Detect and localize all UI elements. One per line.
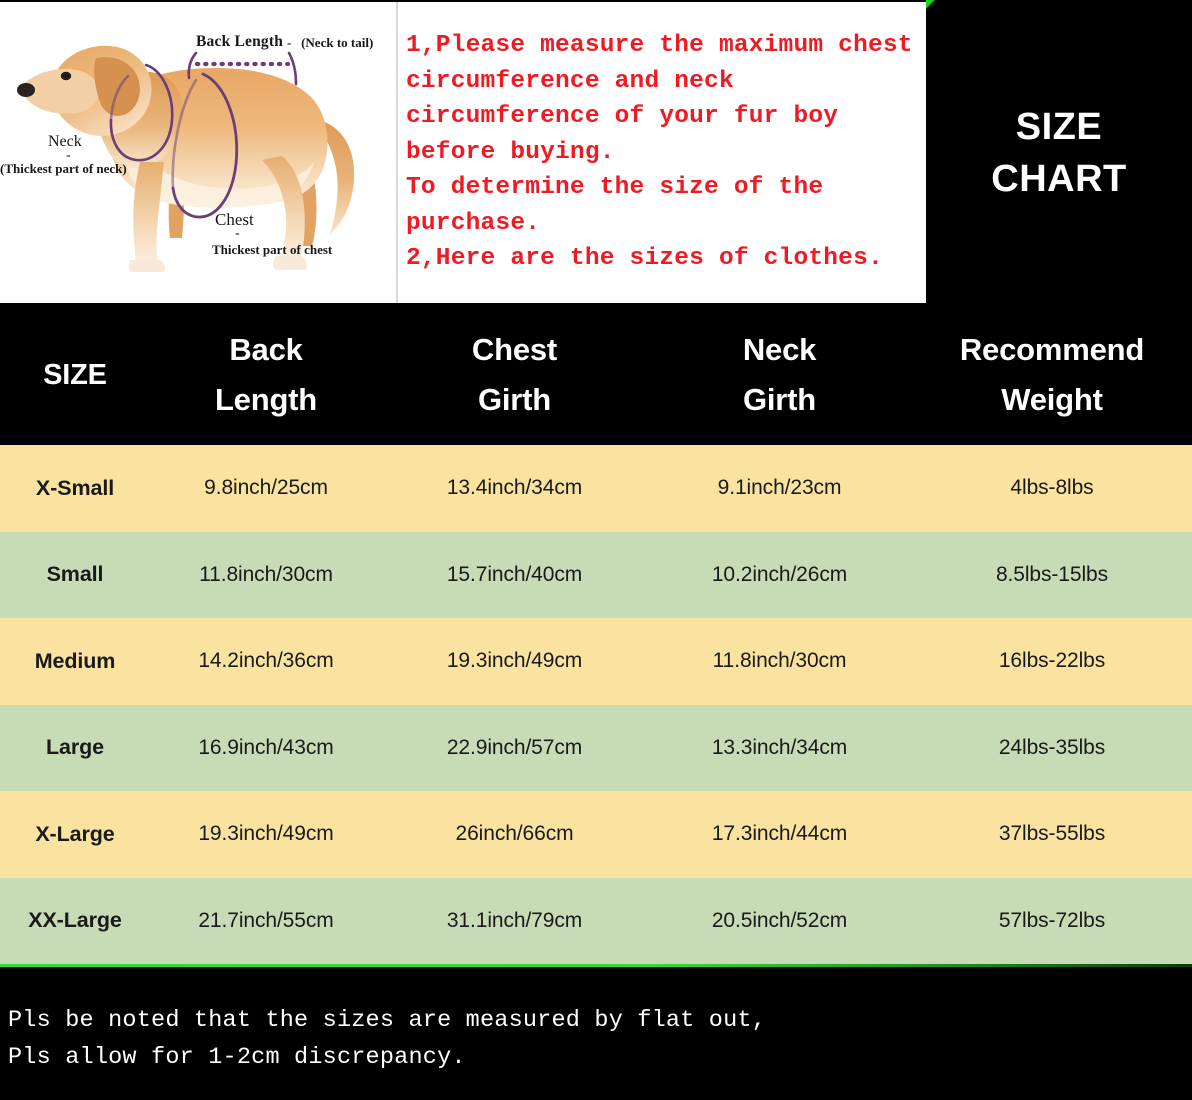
cell-back-length: 21.7inch/55cm xyxy=(198,908,334,932)
cell-neck-girth: 9.1inch/23cm xyxy=(717,476,842,500)
back-length-note: (Neck to tail) xyxy=(301,35,374,50)
column-header-size: SIZE xyxy=(43,359,107,391)
table-row: Medium 14.2inch/36cm 19.3inch/49cm 11.8i… xyxy=(0,618,1192,705)
cell-back-length: 9.8inch/25cm xyxy=(204,476,328,500)
column-header-chest-girth: Chest Girth xyxy=(471,332,558,417)
dog-measurement-diagram: Back Length - (Neck to tail) Neck - (Thi… xyxy=(0,2,396,303)
footer-note-panel: Pls be noted that the sizes are measured… xyxy=(0,964,1192,1100)
chest-dash: - xyxy=(235,226,240,241)
chest-label: Chest xyxy=(215,210,254,229)
cell-size: XX-Large xyxy=(28,908,122,933)
dog-front-paw xyxy=(128,260,165,272)
column-header-neck-girth: Neck Girth xyxy=(742,332,817,417)
top-band: Back Length - (Neck to tail) Neck - (Thi… xyxy=(0,0,1192,305)
back-length-tick-right xyxy=(287,51,298,86)
footer-note-text: Pls be noted that the sizes are measured… xyxy=(8,1007,767,1071)
green-artifact-corner xyxy=(926,0,935,9)
cell-recommend-weight: 24lbs-35lbs xyxy=(998,735,1106,759)
cell-chest-girth: 13.4inch/34cm xyxy=(446,476,583,500)
table-row: Small 11.8inch/30cm 15.7inch/40cm 10.2in… xyxy=(0,531,1192,618)
cell-size: X-Large xyxy=(35,821,115,846)
cell-chest-girth: 26inch/66cm xyxy=(455,822,574,846)
cell-recommend-weight: 8.5lbs-15lbs xyxy=(995,562,1109,586)
page-title: SIZE CHART xyxy=(926,101,1192,205)
dog-illustration-svg xyxy=(17,45,355,272)
cell-neck-girth: 17.3inch/44cm xyxy=(711,822,848,846)
size-chart-table: SIZE Back Length Chest Girth Neck Girth Rec… xyxy=(0,305,1192,964)
neck-girth-ellipse-back xyxy=(109,74,130,122)
dog-front-leg xyxy=(133,162,164,264)
cell-recommend-weight: 16lbs-22lbs xyxy=(998,649,1106,673)
cell-size: Large xyxy=(45,735,105,760)
column-header-recommend-weight: Recommend Weight xyxy=(959,332,1145,417)
column-header-back-length: Back Length xyxy=(214,332,318,417)
cell-back-length: 11.8inch/30cm xyxy=(199,562,333,586)
cell-back-length: 19.3inch/49cm xyxy=(198,822,334,846)
size-chart-title-panel: SIZE CHART xyxy=(926,0,1192,305)
table-row: Large 16.9inch/43cm 22.9inch/57cm 13.3in… xyxy=(0,704,1192,791)
instructions-panel: 1,Please measure the maximum chest circu… xyxy=(396,2,926,303)
chest-girth-ellipse xyxy=(171,72,239,219)
neck-sublabel: (Thickest part of neck) xyxy=(0,161,127,176)
cell-recommend-weight: 37lbs-55lbs xyxy=(998,822,1106,846)
dog-tail xyxy=(314,120,355,234)
table-row: X-Small 9.8inch/25cm 13.4inch/34cm 9.1in… xyxy=(0,445,1192,532)
cell-chest-girth: 31.1inch/79cm xyxy=(446,908,583,932)
dog-hind-leg xyxy=(262,156,305,260)
dog-hind-paw xyxy=(273,256,307,270)
cell-neck-girth: 13.3inch/34cm xyxy=(711,735,848,759)
page-title-line1: SIZE xyxy=(1015,106,1103,148)
cell-chest-girth: 22.9inch/57cm xyxy=(446,735,583,759)
cell-size: X-Small xyxy=(35,475,115,500)
dog-eye xyxy=(60,71,72,81)
cell-recommend-weight: 57lbs-72lbs xyxy=(998,908,1106,932)
back-length-sublabel: - (Neck to tail) xyxy=(287,35,373,51)
table-header-row: SIZE Back Length Chest Girth Neck Girth Rec… xyxy=(0,305,1192,445)
table-row: X-Large 19.3inch/49cm 26inch/66cm 17.3in… xyxy=(0,791,1192,878)
cell-neck-girth: 11.8inch/30cm xyxy=(712,649,847,673)
chest-sublabel: Thickest part of chest xyxy=(212,242,333,257)
cell-chest-girth: 15.7inch/40cm xyxy=(446,562,583,586)
neck-label: Neck xyxy=(48,133,82,150)
cell-size: Medium xyxy=(34,648,116,673)
cell-size: Small xyxy=(46,562,104,587)
chest-girth-ellipse-back xyxy=(171,78,198,190)
page-title-line2: CHART xyxy=(991,158,1127,200)
dog-nose xyxy=(17,83,35,97)
neck-girth-ellipse xyxy=(109,63,174,162)
cell-neck-girth: 20.5inch/52cm xyxy=(711,908,848,932)
cell-chest-girth: 19.3inch/49cm xyxy=(446,649,583,673)
instructions-text: 1,Please measure the maximum chest circu… xyxy=(406,32,913,272)
cell-back-length: 14.2inch/36cm xyxy=(198,649,334,673)
back-length-tick-left xyxy=(187,51,198,80)
dog-ear xyxy=(94,56,140,116)
table-row: XX-Large 21.7inch/55cm 31.1inch/79cm 20.… xyxy=(0,877,1192,964)
green-divider-line xyxy=(0,964,1192,967)
dog-muzzle xyxy=(22,68,99,114)
neck-dash: - xyxy=(66,148,71,163)
cell-recommend-weight: 4lbs-8lbs xyxy=(1010,476,1094,500)
cell-neck-girth: 10.2inch/26cm xyxy=(711,562,848,586)
back-length-dash: - xyxy=(287,35,292,50)
cell-back-length: 16.9inch/43cm xyxy=(198,735,334,759)
back-length-label: Back Length xyxy=(196,33,284,50)
